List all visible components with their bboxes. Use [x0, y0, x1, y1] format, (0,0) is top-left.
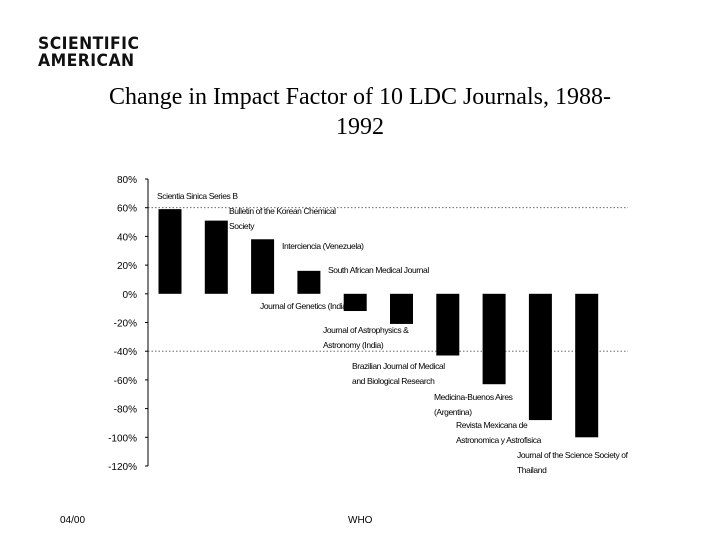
chart-title-line-2: 1992	[336, 114, 384, 140]
category-label-4-line-0: Journal of Genetics (India)	[260, 301, 349, 311]
y-tick-label-8: -80%	[114, 405, 137, 416]
bar-5	[390, 293, 413, 324]
category-label-2-line-0: Interciencia (Venezuela)	[282, 241, 364, 251]
category-label-1-line-0: Bulletin of the Korean Chemical	[229, 206, 336, 216]
bar-7	[482, 293, 506, 385]
y-tick-label-6: -40%	[114, 347, 137, 358]
bar-3	[297, 270, 321, 294]
category-label-7-line-1: (Argentina)	[434, 407, 472, 417]
category-label-3-line-0: South African Medical Journal	[328, 265, 429, 275]
y-tick-label-10: -120%	[108, 462, 137, 473]
chart-title: Change in Impact Factor of 10 LDC Journa…	[40, 82, 680, 142]
logo-line-american: AMERICAN	[38, 51, 135, 71]
category-label-5-line-0: Journal of Astrophysics &	[323, 325, 409, 335]
bar-2	[251, 239, 275, 294]
y-tick-label-9: -100%	[108, 433, 137, 444]
category-label-6-line-1: and Biological Research	[352, 376, 435, 386]
bar-9	[575, 293, 599, 438]
bar-4	[343, 293, 367, 312]
category-label-9-line-0: Journal of the Science Society of	[517, 450, 629, 460]
y-tick-label-1: 60%	[117, 204, 137, 215]
footer-source: WHO	[348, 515, 373, 526]
category-label-8-line-0: Revista Mexicana de	[456, 420, 528, 430]
y-tick-label-5: -20%	[114, 319, 137, 330]
y-tick-label-4: 0%	[123, 290, 138, 301]
chart-title-line-1: Change in Impact Factor of 10 LDC Journa…	[109, 84, 611, 110]
scientific-american-logo: SCIENTIFIC AMERICAN	[38, 36, 146, 70]
y-tick-label-2: 40%	[117, 232, 137, 243]
bar-0	[158, 209, 182, 294]
y-tick-label-3: 20%	[117, 261, 137, 272]
category-label-5-line-1: Astronomy (India)	[323, 340, 384, 350]
category-label-6-line-0: Brazilian Journal of Medical	[352, 361, 445, 371]
category-label-1-line-1: Society	[229, 221, 255, 231]
category-label-9-line-1: Thailand	[517, 465, 547, 475]
footer-date: 04/00	[60, 515, 86, 526]
category-label-0-line-0: Scientia Sinica Series B	[157, 191, 238, 201]
category-label-7-line-0: Medicina-Buenos Aires	[434, 392, 513, 402]
logo-line-scientific: SCIENTIFIC	[38, 34, 140, 54]
y-tick-label-7: -60%	[114, 376, 137, 387]
category-label-8-line-1: Astronomica y Astrofisica	[456, 435, 542, 445]
bar-6	[436, 293, 460, 356]
y-tick-label-0: 80%	[117, 175, 137, 186]
bar-1	[204, 220, 228, 294]
bar-8	[528, 293, 552, 421]
